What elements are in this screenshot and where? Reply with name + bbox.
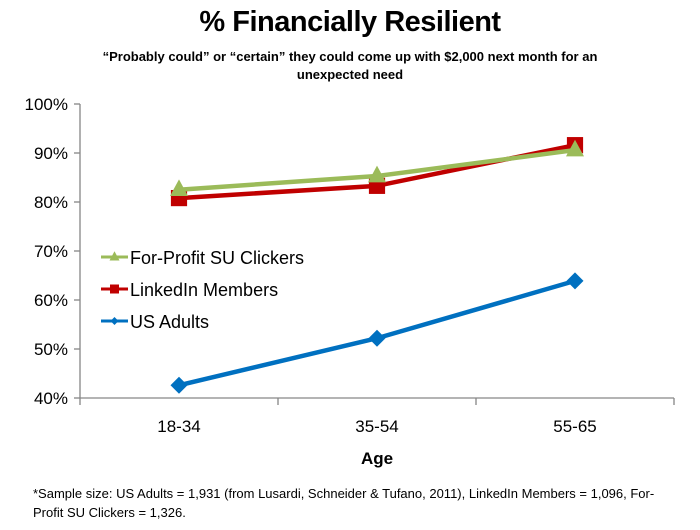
x-tick-labels: 18-34 35-54 55-65	[157, 417, 596, 436]
axes	[74, 103, 675, 405]
line-chart: 40% 50% 60% 70% 80% 90% 100% 18-34 35-54 55-65 A…	[25, 95, 675, 468]
data-point-for-profit-su-clickers	[170, 179, 188, 197]
x-axis-title: Age	[361, 449, 393, 468]
legend-marker-square-icon	[110, 284, 119, 294]
legend-marker-diamond-icon	[110, 317, 119, 325]
y-tick-label: 90%	[34, 144, 68, 163]
x-tick-label: 55-65	[553, 417, 596, 436]
y-tick-label: 70%	[34, 242, 68, 261]
y-tick-label: 80%	[34, 193, 68, 212]
chart-title: % Financially Resilient	[199, 6, 501, 38]
legend-item-us-adults: US Adults	[101, 312, 209, 332]
legend-marker-triangle-icon	[109, 251, 120, 261]
x-tick-label: 18-34	[157, 417, 200, 436]
series-us-adults	[170, 272, 584, 394]
legend-item-linkedin-members: LinkedIn Members	[101, 280, 278, 300]
chart-subtitle: “Probably could” or “certain” they could…	[102, 49, 598, 82]
series-group	[170, 137, 584, 394]
y-tick-label: 60%	[34, 291, 68, 310]
y-tick-labels: 40% 50% 60% 70% 80% 90% 100%	[25, 95, 68, 408]
x-tick-label: 35-54	[355, 417, 398, 436]
data-point-us-adults	[170, 376, 188, 394]
y-tick-label: 100%	[25, 95, 68, 114]
data-point-for-profit-su-clickers	[368, 165, 386, 183]
legend: For-Profit SU Clickers LinkedIn Members US…	[101, 248, 304, 332]
footnote: *Sample size: US Adults = 1,931 (from Lu…	[33, 486, 655, 520]
legend-item-for-profit-su-clickers: For-Profit SU Clickers	[101, 248, 304, 268]
legend-label: US Adults	[130, 312, 209, 332]
legend-label: LinkedIn Members	[130, 280, 278, 300]
y-tick-label: 50%	[34, 340, 68, 359]
y-tick-label: 40%	[34, 389, 68, 408]
series-for-profit-su-clickers	[170, 139, 584, 197]
legend-label: For-Profit SU Clickers	[130, 248, 304, 268]
data-point-us-adults	[368, 329, 386, 347]
data-point-for-profit-su-clickers	[566, 139, 584, 157]
data-point-us-adults	[566, 272, 584, 290]
